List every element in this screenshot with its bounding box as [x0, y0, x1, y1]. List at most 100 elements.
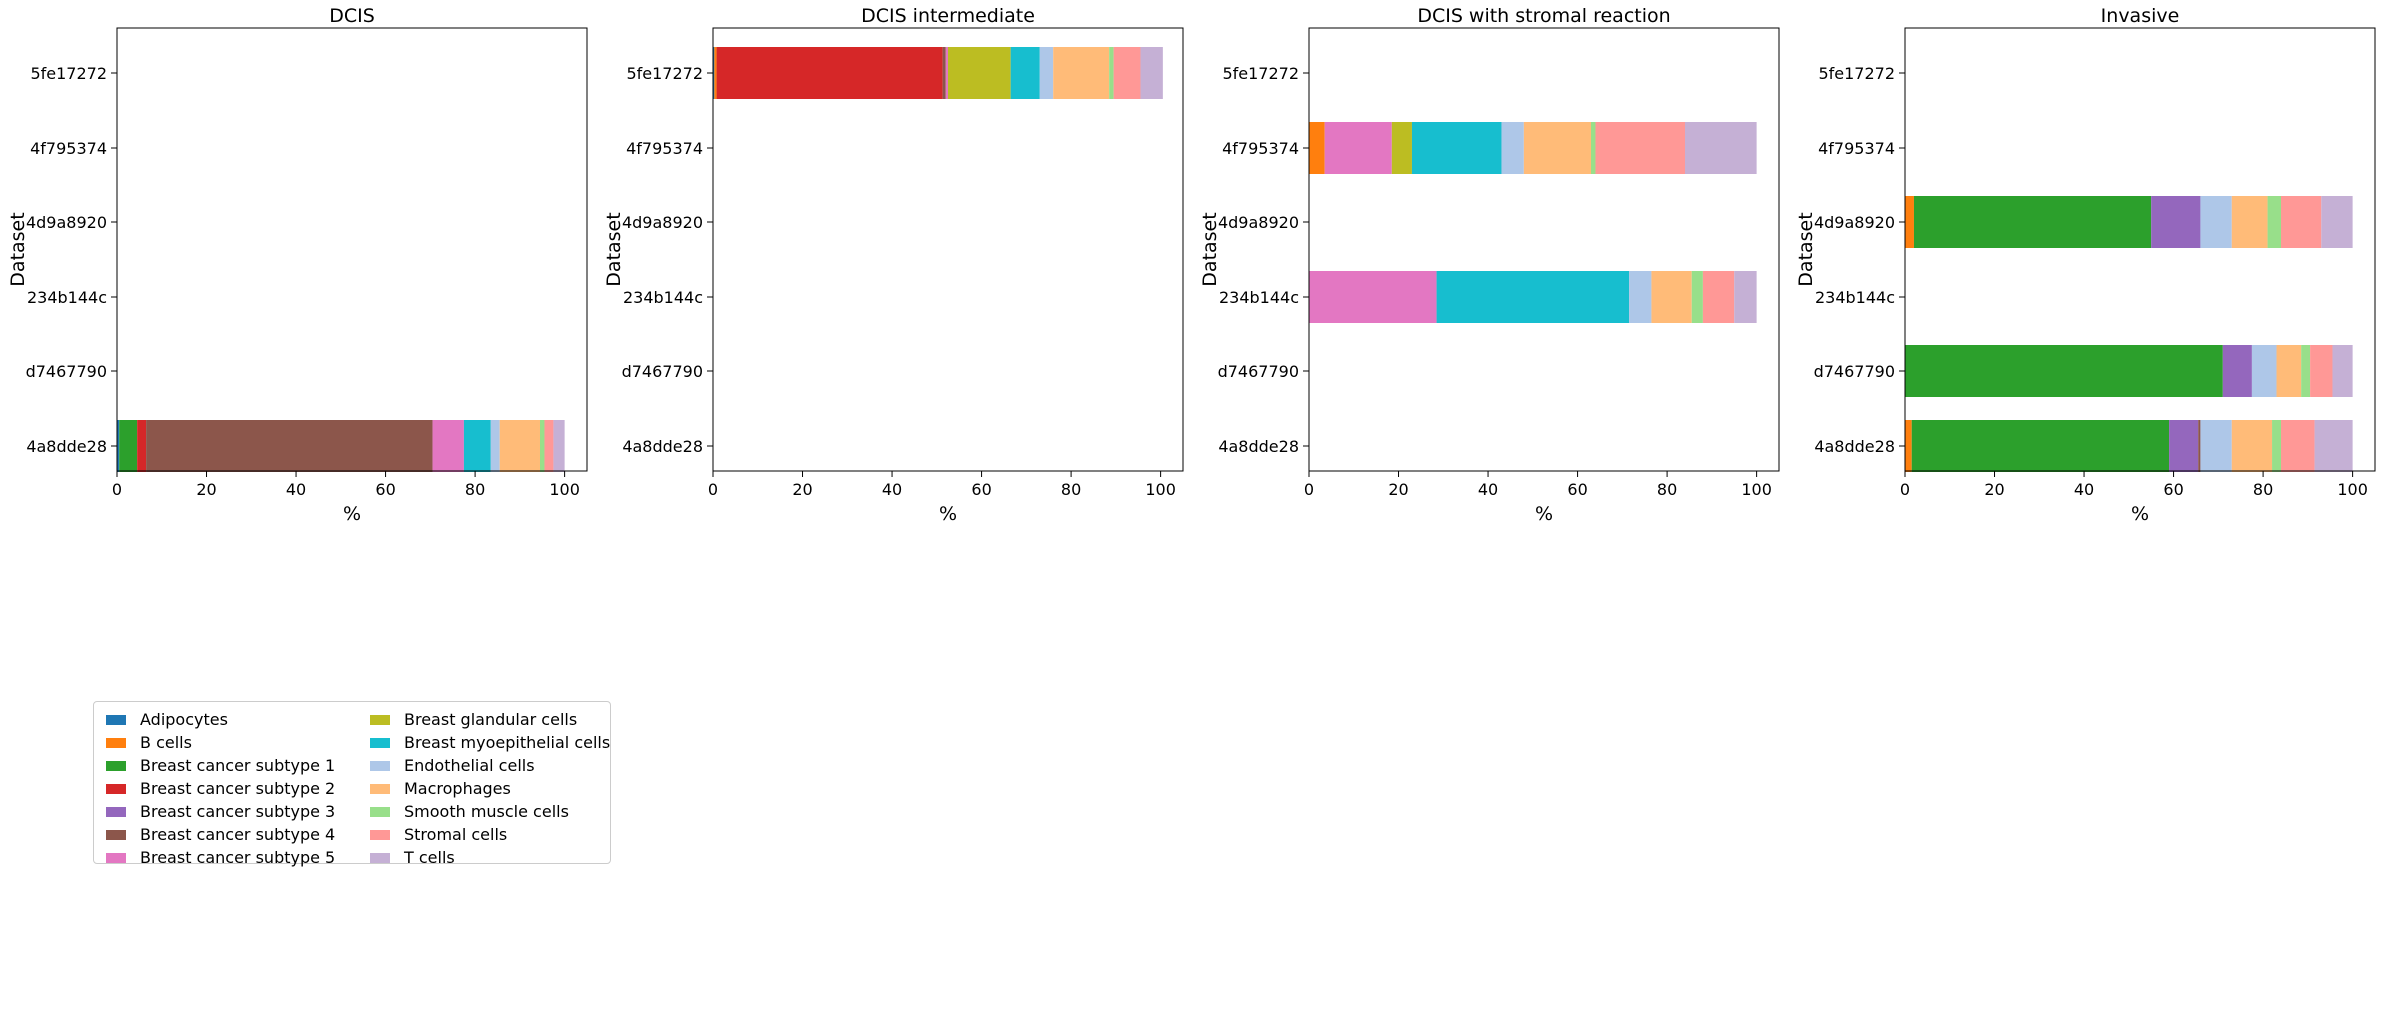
bar-segment — [1053, 47, 1110, 99]
x-tick-label: 40 — [2074, 480, 2094, 499]
y-tick-label: d7467790 — [1218, 362, 1299, 381]
bar-segment — [463, 420, 491, 472]
x-tick-label: 40 — [1478, 480, 1498, 499]
chart-panel: Invasive 0 20 40 60 80 100 5fe17272 4f795374 4d9a… — [1795, 5, 2376, 525]
legend-label: B cells — [140, 733, 192, 752]
x-tick-label: 0 — [1304, 480, 1314, 499]
x-axis-label: % — [1535, 503, 1553, 525]
y-tick-label: 4f795374 — [30, 139, 107, 158]
bar-segment — [714, 47, 717, 99]
y-tick-label: 234b144c — [1219, 288, 1299, 307]
bar-segment — [2231, 196, 2268, 248]
bar-segment — [1905, 420, 1912, 472]
legend-label: Breast cancer subtype 5 — [140, 848, 336, 867]
legend-item: Breast cancer subtype 4 — [106, 823, 335, 846]
legend-label: Breast myoepithelial cells — [404, 733, 611, 752]
plot-frame — [116, 27, 588, 472]
legend-item: Endothelial cells — [370, 754, 610, 777]
bar-segment — [117, 420, 120, 472]
legend-item: Breast cancer subtype 3 — [106, 800, 335, 823]
bar-segment — [1324, 122, 1392, 174]
chart-panel: DCIS intermediate 0 20 40 60 80 100 5fe17272 4f7… — [603, 5, 1184, 525]
x-tick-label: 40 — [882, 480, 902, 499]
legend-swatch — [106, 806, 126, 817]
bar-segment — [1039, 47, 1054, 99]
bar-segment — [1702, 271, 1735, 323]
bar-segment — [2301, 345, 2311, 397]
y-tick-label: 4d9a8920 — [622, 213, 703, 232]
y-tick-label: 4f795374 — [626, 139, 703, 158]
y-tick-label: 4f795374 — [1222, 139, 1299, 158]
y-axis-label: Dataset — [1795, 212, 1817, 286]
bar-segment — [1436, 271, 1630, 323]
bar-segment — [1501, 122, 1524, 174]
x-tick-label: 20 — [196, 480, 216, 499]
bar-segment — [2267, 196, 2281, 248]
y-tick-label: 234b144c — [1815, 288, 1895, 307]
bar-segment — [942, 47, 946, 99]
y-tick-label: 4a8dde28 — [1814, 437, 1895, 456]
x-axis-label: % — [2131, 503, 2149, 525]
legend-swatch — [106, 714, 126, 725]
y-tick-label: d7467790 — [622, 362, 703, 381]
bar-segment — [499, 420, 540, 472]
bar-segment — [146, 420, 433, 472]
bar-segment — [119, 420, 138, 472]
bar-segment — [1411, 122, 1502, 174]
bar-segment — [945, 47, 948, 99]
y-axis-label: Dataset — [1199, 212, 1221, 286]
legend-item: B cells — [106, 731, 335, 754]
legend-swatch — [370, 737, 390, 748]
legend-label: Breast glandular cells — [404, 710, 578, 729]
bar-segment — [1391, 122, 1412, 174]
panel-title: DCIS with stromal reaction — [1417, 5, 1670, 27]
x-axis-label: % — [939, 503, 957, 525]
y-tick-label: d7467790 — [26, 362, 107, 381]
x-tick-label: 0 — [112, 480, 122, 499]
legend-swatch — [106, 783, 126, 794]
y-tick-label: 4d9a8920 — [26, 213, 107, 232]
legend-swatch — [370, 852, 390, 863]
legend-item: Adipocytes — [106, 708, 335, 731]
bar-segment — [490, 420, 500, 472]
legend-label: Smooth muscle cells — [404, 802, 569, 821]
panel-title: Invasive — [2101, 5, 2180, 27]
legend-column: Breast glandular cells Breast myoepitheli… — [370, 708, 610, 869]
x-tick-label: 100 — [2337, 480, 2368, 499]
bar-segment — [1591, 122, 1596, 174]
bar-segment — [1140, 47, 1163, 99]
legend-swatch — [370, 760, 390, 771]
x-tick-label: 0 — [1900, 480, 1910, 499]
legend-swatch — [106, 737, 126, 748]
bar-segment — [2200, 196, 2232, 248]
bar-segment — [1734, 271, 1757, 323]
legend: Adipocytes B cells Breast cancer subtype 1… — [93, 701, 611, 867]
legend-item: Breast myoepithelial cells — [370, 731, 610, 754]
bar-segment — [2281, 196, 2322, 248]
bar-segment — [2281, 420, 2315, 472]
bar-segment — [2151, 196, 2201, 248]
x-tick-label: 20 — [1984, 480, 2004, 499]
x-tick-label: 80 — [465, 480, 485, 499]
x-tick-label: 60 — [2163, 480, 2183, 499]
bar-segment — [432, 420, 464, 472]
y-tick-label: 4a8dde28 — [26, 437, 107, 456]
legend-swatch — [106, 829, 126, 840]
bar-segment — [1523, 122, 1591, 174]
x-tick-label: 80 — [2253, 480, 2273, 499]
legend-item: Smooth muscle cells — [370, 800, 610, 823]
bar-segment — [2251, 345, 2277, 397]
bar-segment — [1905, 345, 2223, 397]
panel-title: DCIS intermediate — [861, 5, 1035, 27]
bar-segment — [1651, 271, 1692, 323]
plot-frame — [1308, 27, 1780, 472]
legend-label: Breast cancer subtype 3 — [140, 802, 336, 821]
legend-item: Breast cancer subtype 2 — [106, 777, 335, 800]
bar-segment — [137, 420, 147, 472]
bar-segment — [2200, 420, 2232, 472]
legend-label: Endothelial cells — [404, 756, 535, 775]
bar-segment — [948, 47, 1011, 99]
y-tick-label: 4d9a8920 — [1218, 213, 1299, 232]
bar-segment — [2231, 420, 2273, 472]
y-tick-label: 4d9a8920 — [1814, 213, 1895, 232]
